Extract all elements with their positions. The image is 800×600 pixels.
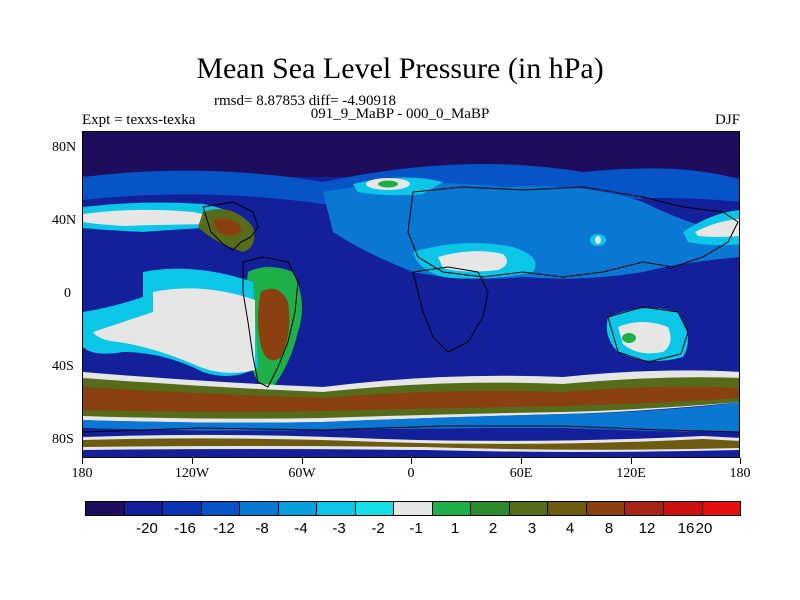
- colorbar-swatch: [471, 502, 510, 515]
- field-epac-white: [93, 288, 255, 373]
- experiment-period-subtitle: 091_9_MaBP - 000_0_MaBP: [310, 106, 490, 122]
- colorbar-label: 8: [604, 520, 614, 537]
- lon-label-180w: 180: [71, 466, 93, 481]
- colorbar-label: 1: [450, 520, 460, 537]
- rmsd-diff-stats: rmsd= 8.87853 diff= -4.90918: [214, 93, 397, 109]
- season-label: DJF: [714, 112, 740, 128]
- colorbar-label: 16: [677, 520, 695, 537]
- lat-label-40s: 40S: [52, 359, 74, 374]
- pressure-map: [82, 131, 740, 458]
- colorbar-swatch: [663, 502, 703, 515]
- colorbar-swatch: [86, 502, 125, 515]
- tick-lon-60w: [302, 458, 303, 464]
- lon-label-180e: 180: [729, 466, 751, 481]
- colorbar-swatch: [548, 502, 587, 515]
- colorbar-label: 3: [527, 520, 537, 537]
- colorbar-label: -8: [255, 520, 269, 537]
- tick-lon-180w: [82, 458, 83, 464]
- tick-lon-180e: [740, 458, 741, 464]
- lat-label-equator: 0: [64, 286, 71, 301]
- chart-title: Mean Sea Level Pressure (in hPa): [196, 52, 604, 85]
- coast-north-america: [202, 201, 259, 251]
- colorbar-swatch: [278, 502, 318, 515]
- lon-label-60e: 60E: [509, 466, 533, 481]
- coast-antarctica: [83, 425, 739, 433]
- colorbar-label: -3: [332, 520, 346, 537]
- field-greenland-green: [378, 180, 398, 188]
- colorbar-swatch: [586, 502, 626, 515]
- field-aus-white: [618, 322, 671, 354]
- lat-label-40n: 40N: [52, 213, 77, 228]
- colorbar-label: 12: [638, 520, 656, 537]
- colorbar-label: -1: [409, 520, 423, 537]
- tick-lon-120w: [192, 458, 193, 464]
- colorbar-swatch: [394, 502, 433, 515]
- field-na-brown: [213, 218, 243, 236]
- colorbar-label: -20: [136, 520, 158, 537]
- colorbar-label: -16: [174, 520, 196, 537]
- field-asia-white: [438, 251, 507, 272]
- colorbar-label: -2: [371, 520, 385, 537]
- colorbar-label: 4: [565, 520, 575, 537]
- colorbar-swatch: [240, 502, 279, 515]
- colorbar-swatch: [124, 502, 164, 515]
- coast-australia: [607, 306, 689, 363]
- experiment-label: Expt = texxs-texka: [82, 112, 196, 128]
- lon-label-60w: 60W: [288, 466, 316, 481]
- field-antarctic-brown: [83, 438, 739, 450]
- colorbar-swatch: [702, 502, 741, 515]
- colorbar-label: -4: [294, 520, 308, 537]
- tick-lon-120e: [631, 458, 632, 464]
- colorbar-swatch: [317, 502, 356, 515]
- field-nepac-white: [695, 219, 739, 237]
- coast-africa: [412, 266, 489, 353]
- colorbar-swatch: [201, 502, 241, 515]
- coast-south-america: [242, 256, 299, 388]
- coast-eurasia: [407, 186, 739, 278]
- colorbar-swatch: [625, 502, 664, 515]
- tick-lon-60e: [521, 458, 522, 464]
- colorbar-label: 20: [695, 520, 713, 537]
- field-npac-white: [83, 209, 233, 226]
- colorbar-swatch: [355, 502, 395, 515]
- lon-label-0: 0: [407, 466, 415, 481]
- field-asia-small-white: [595, 236, 601, 244]
- colorbar-label: -12: [213, 520, 235, 537]
- lon-label-120e: 120E: [616, 466, 646, 481]
- tick-lon-0: [411, 458, 412, 464]
- field-aus-green: [622, 333, 636, 343]
- colorbar-swatch: [509, 502, 549, 515]
- lat-label-80n: 80N: [52, 140, 77, 155]
- coastlines: [83, 186, 739, 433]
- field-southern-cyan: [83, 402, 739, 432]
- colorbar-label: 2: [488, 520, 498, 537]
- field-sa-brown: [258, 288, 290, 361]
- lon-label-120w: 120W: [174, 466, 210, 481]
- colorbar-swatch: [163, 502, 202, 515]
- lat-label-80s: 80S: [52, 432, 74, 447]
- colorbar-swatch: [432, 502, 472, 515]
- field-southern-brown: [83, 386, 739, 412]
- pressure-map-svg: [83, 132, 739, 457]
- colorbar: [85, 501, 741, 516]
